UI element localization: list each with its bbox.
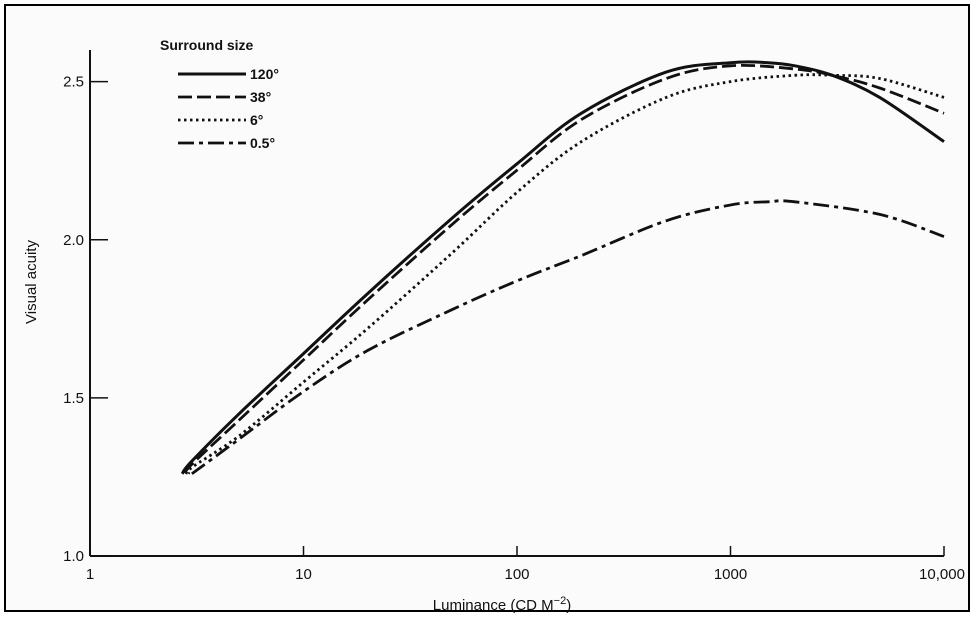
y-tick-label: 1.0 xyxy=(63,548,84,565)
x-axis-title-exponent: −2 xyxy=(554,595,567,607)
y-tick-label: 1.5 xyxy=(63,390,84,407)
x-axis-title-main: Luminance (CD M xyxy=(433,597,554,614)
series-line-solid xyxy=(180,60,945,475)
y-axis-title: Visual acuity xyxy=(23,240,40,324)
legend-title: Surround size xyxy=(160,37,254,53)
y-tick-label: 2.0 xyxy=(63,232,84,249)
series-line-dashed xyxy=(184,63,945,475)
x-axis-title: Luminance (CD M−2) xyxy=(433,595,571,614)
series-lines xyxy=(180,60,945,475)
legend-label: 120° xyxy=(250,66,279,82)
x-tick-label: 1000 xyxy=(714,566,747,583)
series-line-dashdot xyxy=(191,199,945,475)
legend-label: 38° xyxy=(250,89,271,105)
series-line-dotted xyxy=(185,73,945,475)
x-axis-title-close: ) xyxy=(566,597,571,614)
legend: Surround size 120° 38° 6° 0.5° xyxy=(160,37,279,151)
legend-label: 6° xyxy=(250,112,263,128)
x-tick-label: 100 xyxy=(504,566,529,583)
x-tick-label: 1 xyxy=(86,566,94,583)
legend-label: 0.5° xyxy=(250,135,275,151)
chart-frame xyxy=(4,4,970,612)
x-tick-label: 10 xyxy=(295,566,312,583)
ticks: 1 10 100 1000 10,000 1.0 1.5 2.0 2.5 xyxy=(63,74,965,583)
y-tick-label: 2.5 xyxy=(63,74,84,91)
x-tick-label: 10,000 xyxy=(919,566,965,583)
axes xyxy=(89,50,944,557)
